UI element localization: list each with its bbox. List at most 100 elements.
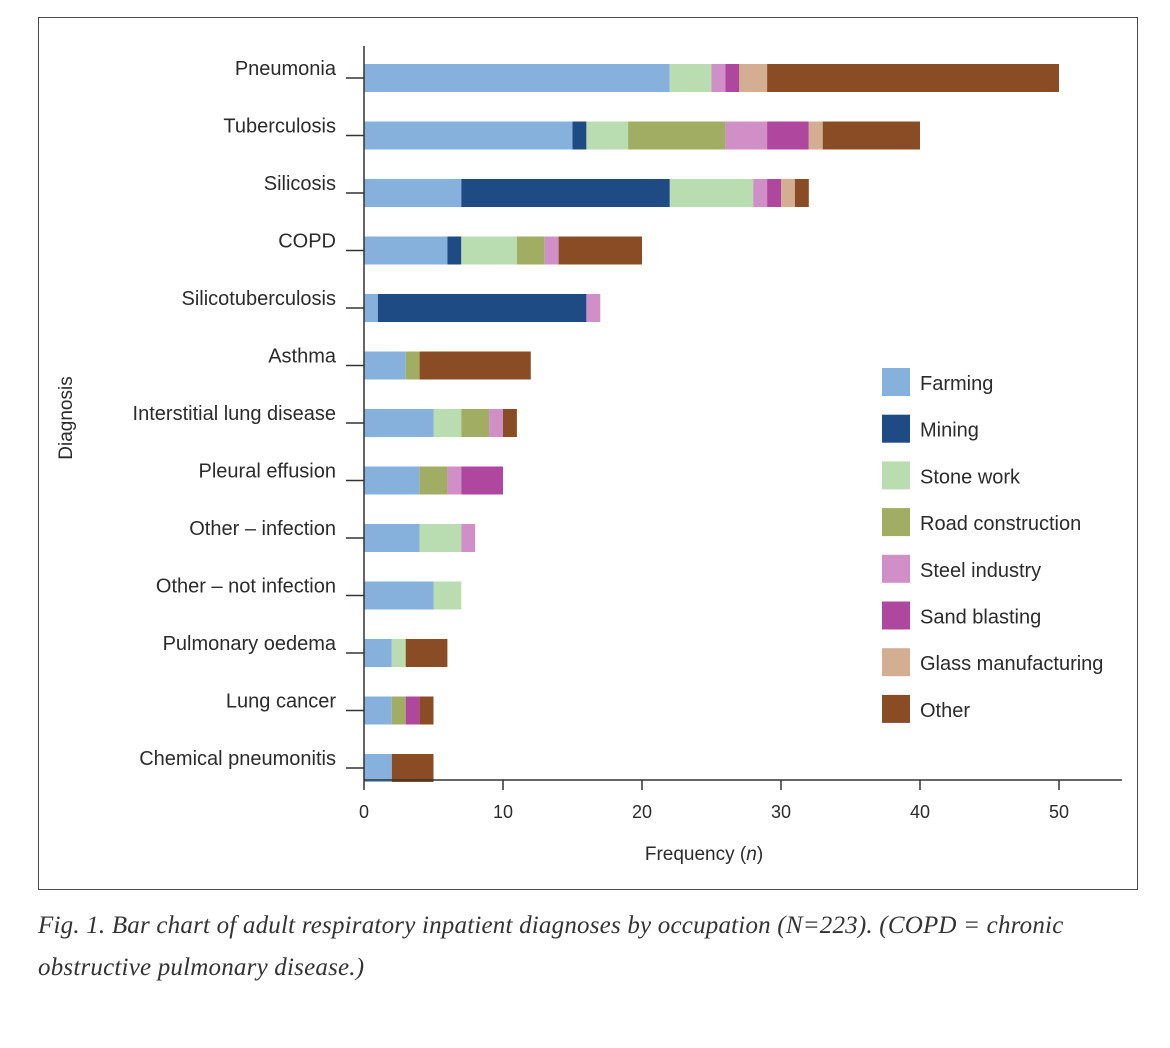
category-label: Lung cancer	[226, 691, 336, 713]
bar-segment	[781, 179, 795, 207]
bar-segment	[572, 121, 587, 150]
category-label: Interstitial lung disease	[133, 403, 336, 425]
bar-segment	[364, 696, 392, 725]
bar-segment	[794, 179, 809, 207]
bar-segment	[711, 64, 726, 92]
bar-segment	[628, 121, 726, 150]
bar-segment	[461, 466, 503, 495]
y-axis-title: Diagnosis	[56, 376, 77, 459]
category-label: Silicosis	[264, 173, 336, 195]
bar-segment	[461, 524, 476, 552]
bar-segment	[405, 639, 448, 667]
legend-swatch	[882, 508, 910, 537]
category-label: Pneumonia	[235, 58, 337, 80]
bar-segment	[433, 409, 462, 437]
legend-swatch	[882, 368, 910, 396]
legend-label: Glass manufacturing	[920, 653, 1103, 675]
axes-layer: Pneumonia Tuberculosis Silicosis COPD Silico…	[56, 46, 1122, 865]
bar-segment	[364, 754, 392, 782]
legend-label: Farming	[920, 373, 993, 395]
bar-segment	[364, 409, 434, 437]
bar-segment	[669, 179, 754, 207]
bar-segment	[364, 524, 420, 552]
category-label: Tuberculosis	[223, 116, 336, 138]
category-label: Chemical pneumonitis	[139, 748, 336, 770]
bar-segment	[405, 696, 420, 725]
legend-label: Steel industry	[920, 560, 1041, 582]
bar-segment	[364, 121, 573, 150]
legend-label: Mining	[920, 420, 979, 442]
bar-segment	[377, 294, 587, 322]
x-axis-title-variable: n	[746, 844, 757, 865]
bar-segment	[739, 64, 768, 92]
bar-segment	[419, 696, 434, 725]
bar-segment	[489, 409, 503, 437]
legend-swatch	[882, 554, 910, 583]
bar-segment	[461, 409, 490, 437]
bar-segment	[503, 409, 517, 437]
x-tick-label: 40	[910, 802, 930, 822]
bar-segment	[767, 121, 809, 150]
legend: Farming Mining Stone work Road construction…	[882, 368, 1103, 723]
bar-segment	[419, 524, 462, 552]
x-axis-title-main: Frequency (	[645, 844, 747, 865]
bar-segment	[447, 236, 462, 265]
bars-layer	[364, 64, 1059, 782]
x-axis-title-end: )	[757, 844, 763, 865]
bar-segment	[391, 639, 406, 667]
bar-segment	[391, 696, 406, 725]
figure-caption: Fig. 1. Bar chart of adult respiratory i…	[38, 912, 1064, 981]
bar-segment	[808, 121, 823, 150]
bar-segment	[364, 179, 462, 207]
legend-label: Road construction	[920, 513, 1081, 535]
bar-segment	[419, 466, 448, 495]
bar-segment	[433, 581, 462, 610]
bar-segment	[447, 466, 462, 495]
bar-segment	[586, 294, 601, 322]
bar-segment	[391, 754, 434, 782]
bar-segment	[669, 64, 712, 92]
category-label: Asthma	[268, 346, 337, 368]
bar-segment	[461, 236, 517, 265]
x-tick-label: 20	[632, 802, 652, 822]
legend-label: Sand blasting	[920, 607, 1041, 629]
x-tick-label: 10	[493, 802, 513, 822]
legend-swatch	[882, 648, 910, 677]
bar-segment	[767, 64, 1059, 92]
legend-label: Stone work	[920, 466, 1021, 488]
bar-segment	[725, 64, 740, 92]
bar-segment	[364, 639, 392, 667]
bar-segment	[364, 351, 406, 380]
bar-segment	[405, 351, 420, 380]
category-label: Other – not infection	[156, 576, 336, 598]
bar-segment	[753, 179, 768, 207]
x-tick-label: 30	[771, 802, 791, 822]
bar-segment	[516, 236, 545, 265]
category-label: Pleural effusion	[199, 461, 337, 483]
bar-segment	[461, 179, 670, 207]
bar-segment	[558, 236, 642, 265]
bar-segment	[364, 466, 420, 495]
legend-swatch	[882, 461, 910, 490]
bar-segment	[364, 64, 670, 92]
x-tick-label: 0	[359, 802, 369, 822]
bar-segment	[767, 179, 781, 207]
category-label: Silicotuberculosis	[181, 288, 336, 310]
bar-segment	[364, 581, 434, 610]
legend-label: Other	[920, 700, 970, 722]
figure-frame: Pneumonia Tuberculosis Silicosis COPD Silico…	[38, 17, 1138, 890]
category-label: Pulmonary oedema	[163, 633, 337, 655]
legend-swatch	[882, 601, 910, 630]
bar-segment	[364, 236, 448, 265]
x-tick-label: 50	[1049, 802, 1069, 822]
x-axis-title: Frequency (n)	[645, 844, 763, 865]
bar-segment	[364, 294, 378, 322]
bar-segment	[725, 121, 768, 150]
bar-segment	[544, 236, 559, 265]
stacked-bar-chart: Pneumonia Tuberculosis Silicosis COPD Silico…	[56, 46, 1122, 865]
bar-segment	[822, 121, 920, 150]
bar-segment	[419, 351, 531, 380]
category-label: COPD	[278, 231, 336, 253]
bar-segment	[586, 121, 629, 150]
category-label: Other – infection	[189, 518, 336, 540]
